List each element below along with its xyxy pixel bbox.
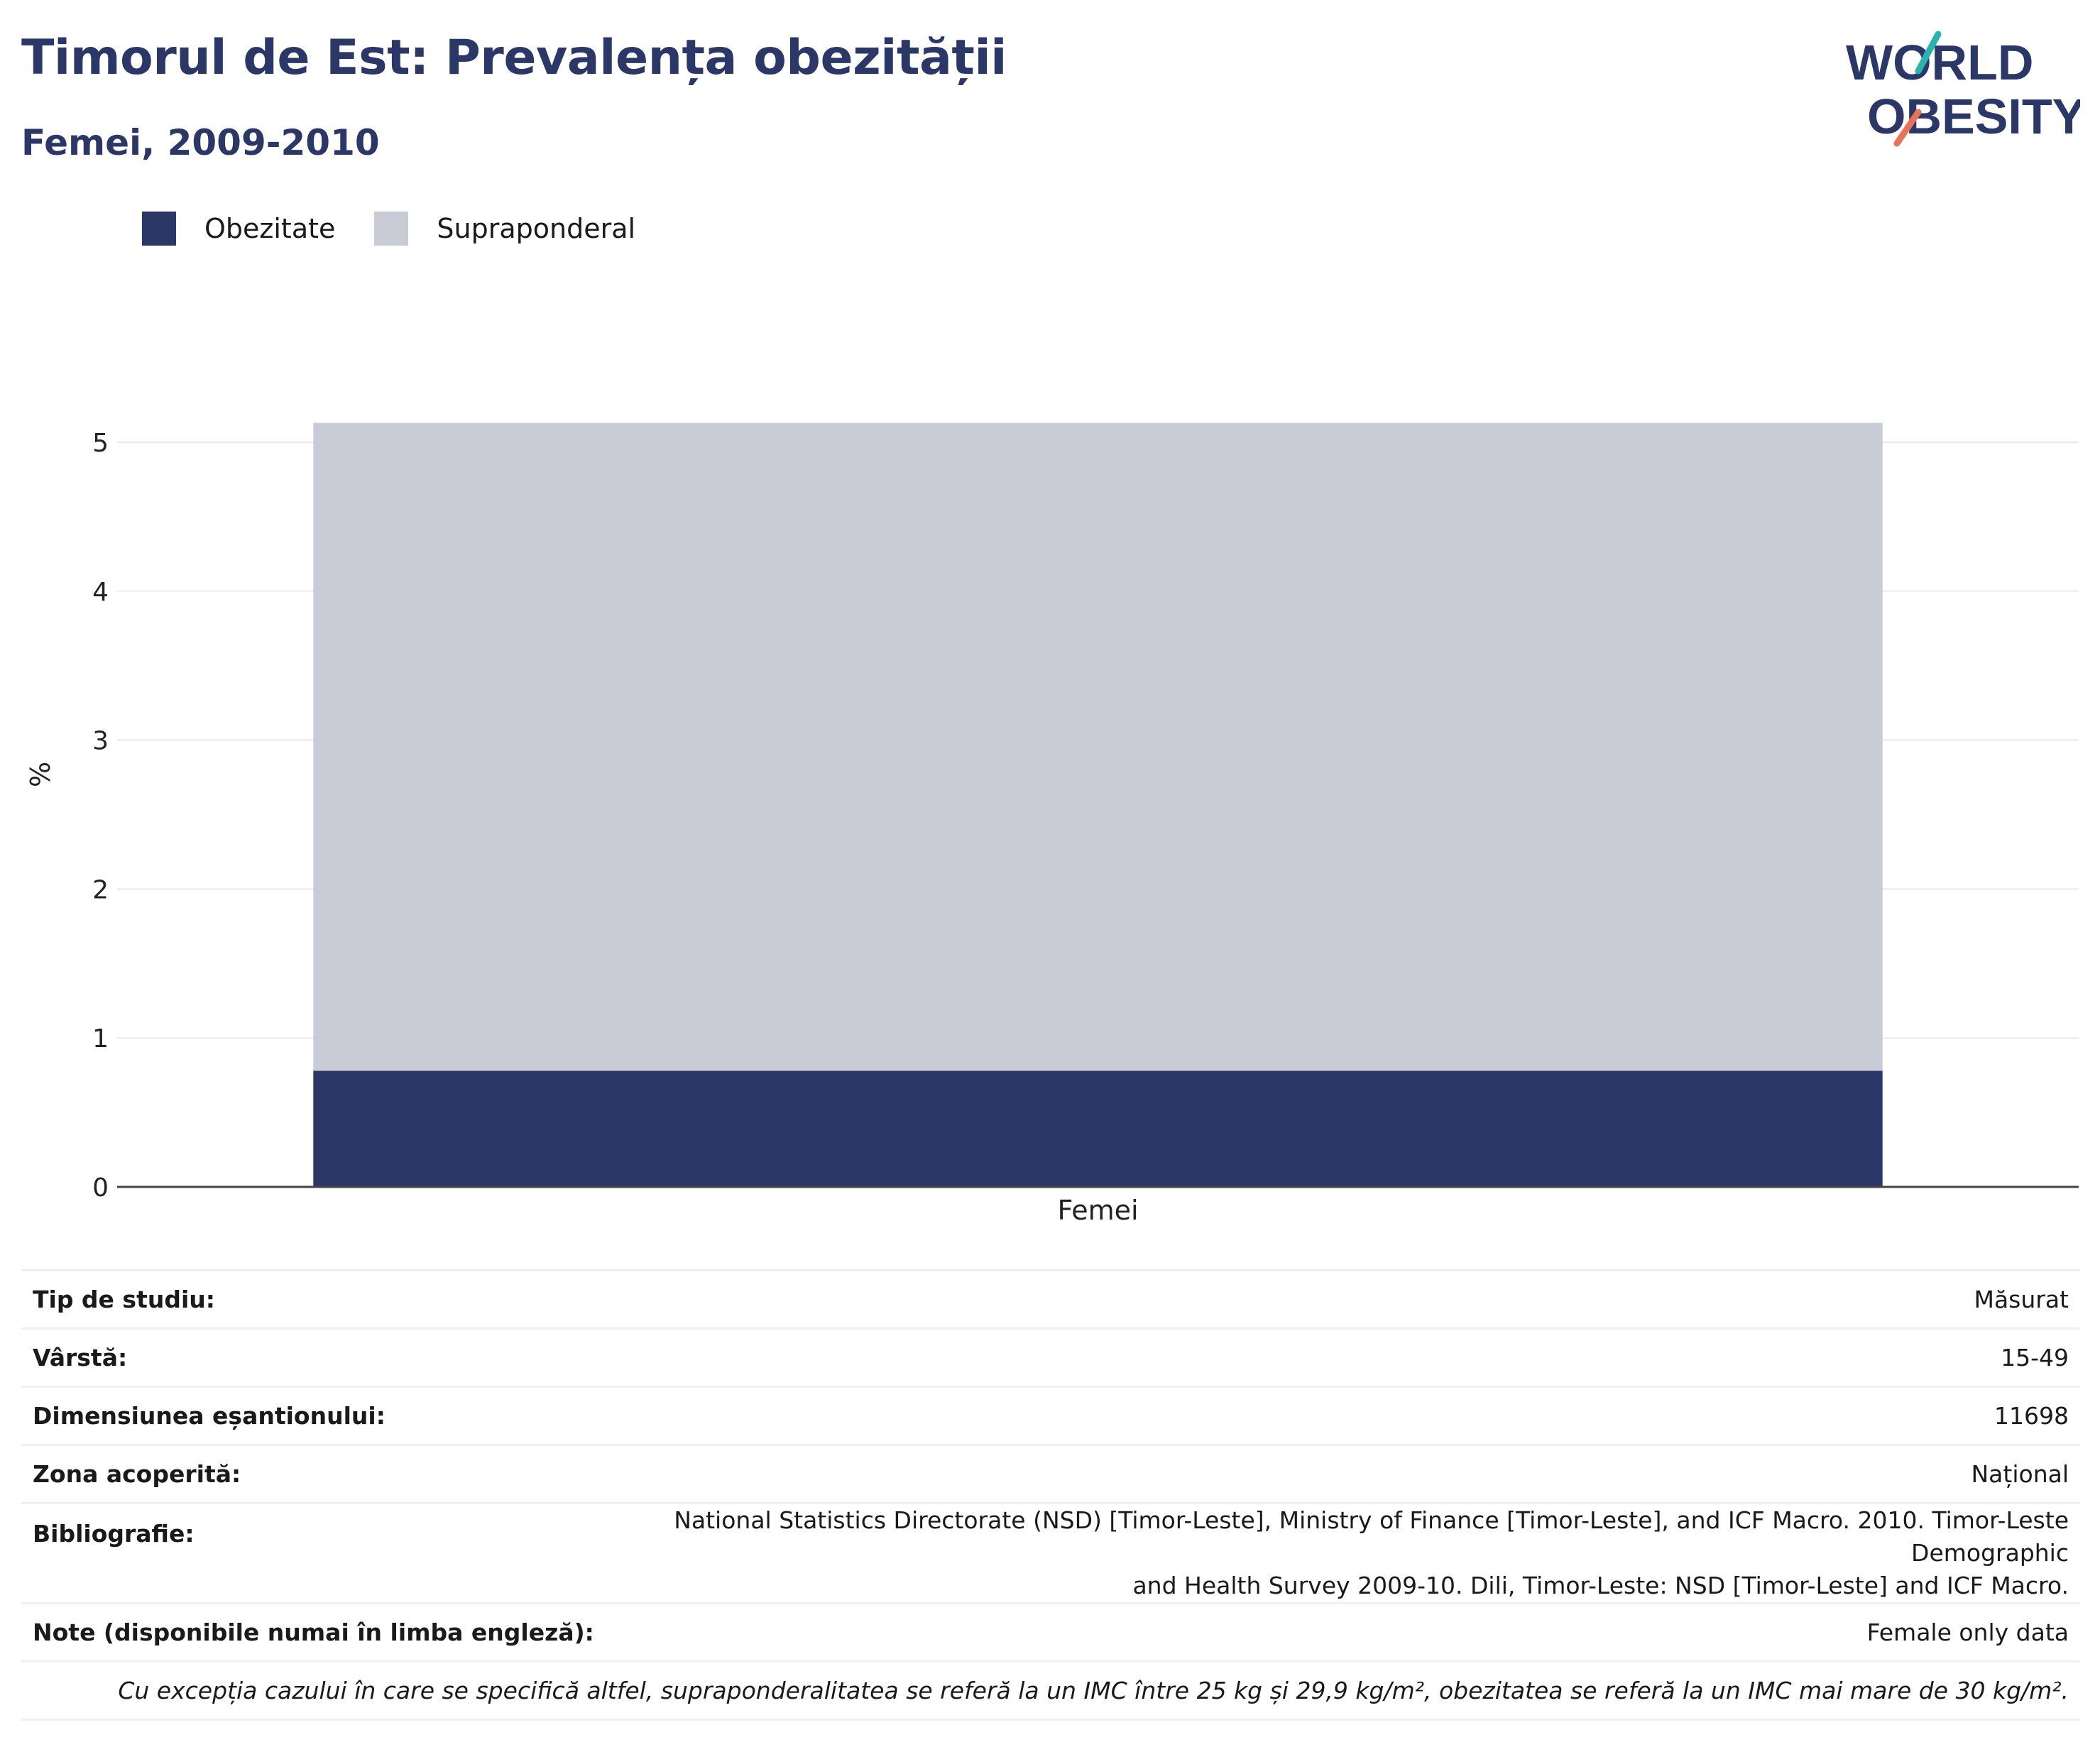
info-value: National Statistics Directorate (NSD) [T… <box>605 1503 2080 1604</box>
x-tick-label: Femei <box>1057 1195 1138 1226</box>
bar-obezitate <box>313 1070 1883 1187</box>
legend-label-supraponderal: Supraponderal <box>437 213 636 244</box>
legend-item-obezitate[interactable]: Obezitate <box>142 212 335 246</box>
bibliography-line-2: and Health Survey 2009-10. Dili, Timor-L… <box>1132 1572 2069 1599</box>
info-row-area: Zona acoperită: Național <box>21 1445 2080 1504</box>
legend-label-obezitate: Obezitate <box>204 213 336 244</box>
y-tick-label: 5 <box>92 429 109 458</box>
info-value: Măsurat <box>605 1269 2080 1330</box>
y-tick-label: 2 <box>92 875 109 904</box>
study-info-table: Tip de studiu: Măsurat Vârstă: 15-49 Dim… <box>21 1269 2080 1721</box>
bibliography-line-1: National Statistics Directorate (NSD) [T… <box>674 1506 2069 1567</box>
logo-slash-teal-icon <box>1915 31 1942 75</box>
chart-subtitle: Femei, 2009-2010 <box>21 122 380 163</box>
legend-swatch-obezitate <box>142 212 176 246</box>
info-value: 15-49 <box>605 1328 2080 1388</box>
y-tick-label: 3 <box>92 727 109 756</box>
info-row-age: Vârstă: 15-49 <box>21 1328 2080 1388</box>
logo-line1: WORLD <box>1846 35 2033 90</box>
info-key: Vârstă: <box>21 1328 606 1388</box>
info-key: Note (disponibile numai în limba engleză… <box>21 1603 606 1663</box>
y-tick-label: 0 <box>92 1173 109 1203</box>
bar-supraponderal <box>313 422 1883 1071</box>
y-tick-label: 1 <box>92 1024 109 1053</box>
info-row-sample-size: Dimensiunea eșantionului: 11698 <box>21 1386 2080 1446</box>
info-value: 11698 <box>605 1386 2080 1446</box>
info-row-footnote: Cu excepția cazului în care se specifică… <box>21 1661 2080 1721</box>
bar-chart: 0 1 2 3 4 5% Femei <box>25 422 2079 1226</box>
world-obesity-logo: WORLD OBESITY <box>1846 31 2080 147</box>
chart-legend: Obezitate Supraponderal <box>142 212 674 246</box>
y-axis-label: % <box>25 762 56 787</box>
info-value: Female only data <box>605 1603 2080 1663</box>
legend-item-supraponderal[interactable]: Supraponderal <box>374 212 635 246</box>
legend-swatch-supraponderal <box>374 212 409 246</box>
info-key: Bibliografie: <box>21 1503 606 1604</box>
info-key: Tip de studiu: <box>21 1269 606 1330</box>
info-value: Național <box>605 1445 2080 1504</box>
logo-slash-orange-icon <box>1893 109 1922 147</box>
info-row-study-type: Tip de studiu: Măsurat <box>21 1269 2080 1330</box>
info-key: Zona acoperită: <box>21 1445 606 1504</box>
y-tick-label: 4 <box>92 578 109 607</box>
info-row-bibliography: Bibliografie: National Statistics Direct… <box>21 1503 2080 1604</box>
footnote: Cu excepția cazului în care se specifică… <box>21 1661 2080 1721</box>
chart-title: Timorul de Est: Prevalența obezității <box>21 30 1007 86</box>
info-key: Dimensiunea eșantionului: <box>21 1386 606 1446</box>
info-row-notes: Note (disponibile numai în limba engleză… <box>21 1603 2080 1663</box>
